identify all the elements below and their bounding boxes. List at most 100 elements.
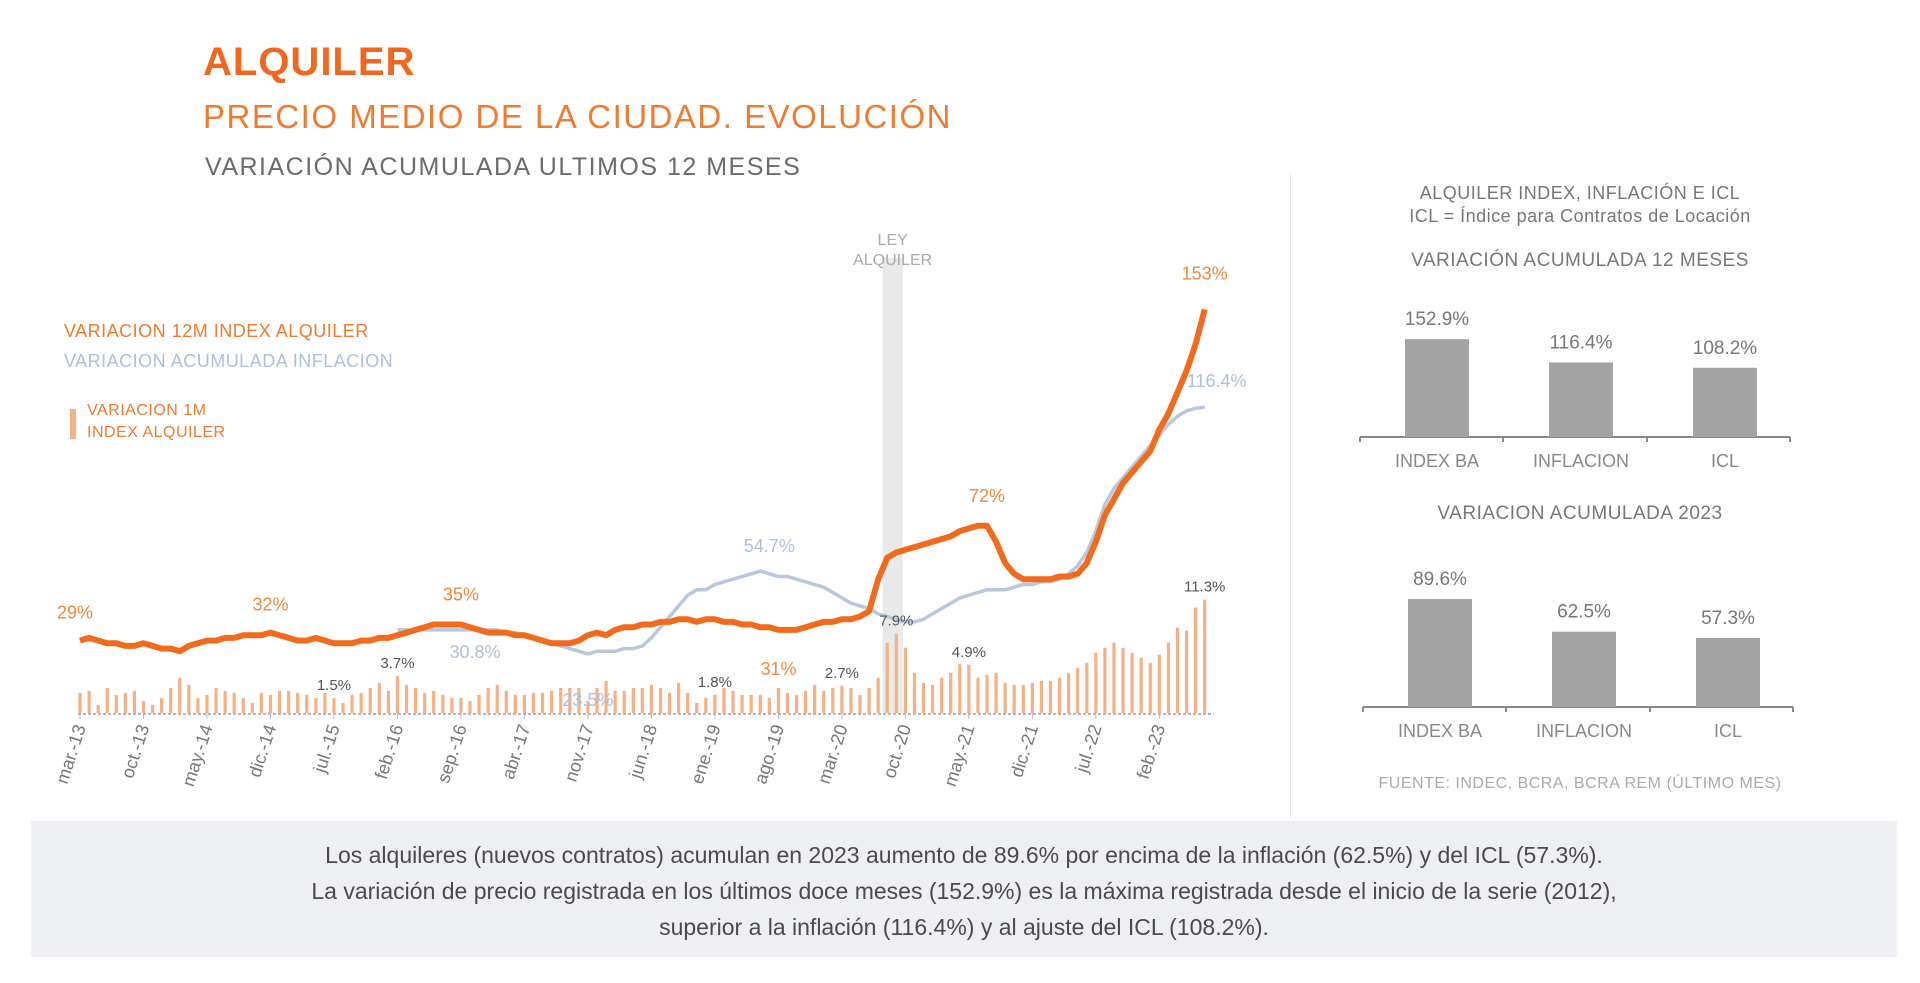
bar-1m xyxy=(368,687,372,713)
x-tick-label: abr.-17 xyxy=(498,722,534,781)
bar-data-label: 1.5% xyxy=(317,677,351,694)
bar-chart-2-title: VARIACION ACUMULADA 2023 xyxy=(1437,503,1723,524)
bar-1m xyxy=(776,687,780,713)
bar-1m xyxy=(504,690,508,713)
bar-1m xyxy=(114,694,118,713)
bar-1m xyxy=(1003,682,1007,713)
panel-divider xyxy=(1290,174,1291,818)
bar-1m xyxy=(686,692,690,713)
bar-category-label: ICL xyxy=(1714,721,1742,741)
bar-1m xyxy=(640,687,644,713)
bar-data-label: 3.7% xyxy=(380,655,414,672)
bar-1m xyxy=(205,694,209,713)
rent-data-label: 35% xyxy=(443,585,479,605)
bar-1m xyxy=(749,694,753,713)
bar-1m xyxy=(713,694,717,713)
bar-1m xyxy=(1067,672,1071,713)
bar-1m xyxy=(840,685,844,713)
bar-1m xyxy=(160,697,164,713)
bar-data-label: 2.7% xyxy=(825,665,859,682)
x-tick-label: jul.-15 xyxy=(309,722,343,776)
x-tick-label: nov.-17 xyxy=(561,722,598,784)
bar-1m xyxy=(704,697,708,713)
bar-1m xyxy=(1184,630,1189,713)
bar-1m xyxy=(1012,684,1016,713)
bar-1m xyxy=(559,687,563,713)
bar-1m xyxy=(885,642,889,713)
summary-box: Los alquileres (nuevos contratos) acumul… xyxy=(31,821,1897,957)
bar-1m xyxy=(105,687,109,713)
page-title: ALQUILER xyxy=(203,40,416,84)
bar-1m xyxy=(305,694,309,713)
bar-1m xyxy=(459,697,463,713)
bar-category-label: INDEX BA xyxy=(1398,721,1482,741)
bar-1m xyxy=(150,704,155,713)
bar-1m xyxy=(794,694,799,713)
bar-category-label: INFLACION xyxy=(1533,451,1629,471)
bar-1m xyxy=(1048,680,1053,713)
bar-value-label: 89.6% xyxy=(1413,569,1467,590)
bar-1m xyxy=(513,694,517,713)
bar-1m xyxy=(831,687,835,713)
bar-1m xyxy=(477,694,481,713)
x-tick-label: may.-14 xyxy=(178,722,217,789)
bar-1m xyxy=(132,690,137,713)
bar-1m xyxy=(677,682,681,713)
bar-1m xyxy=(87,690,91,713)
bar-1m xyxy=(196,697,200,713)
bar-1m xyxy=(595,687,599,713)
bar-1m xyxy=(296,692,300,713)
bar-1m xyxy=(994,672,998,713)
bar-1m xyxy=(486,687,490,713)
bar-1m xyxy=(894,633,898,713)
bar-1m xyxy=(613,690,617,713)
bar-1m xyxy=(921,682,926,713)
bar-value-label: 62.5% xyxy=(1557,602,1611,623)
chart-subtitle: VARIACIÓN ACUMULADA ULTIMOS 12 MESES xyxy=(205,153,802,181)
bar-category-label: ICL xyxy=(1711,451,1739,471)
bar-1m xyxy=(250,702,254,713)
bar-data-label: 11.3% xyxy=(1184,579,1225,596)
bar-inflacion xyxy=(1549,362,1613,437)
x-tick-label: jul.-22 xyxy=(1071,722,1105,776)
bar-1m xyxy=(350,694,354,713)
x-tick-label: oct.-20 xyxy=(879,722,915,781)
bar-data-label: 4.9% xyxy=(952,644,986,661)
bar-1m xyxy=(1021,684,1025,713)
bar-1m xyxy=(1194,607,1198,713)
x-tick-label: sep.-16 xyxy=(433,722,471,785)
bar-1m xyxy=(849,687,853,713)
bar-1m xyxy=(804,690,808,713)
bar-1m xyxy=(241,697,245,713)
bar-1m xyxy=(1148,662,1152,713)
x-tick-label: jun.-18 xyxy=(625,722,661,781)
bar-1m xyxy=(495,684,499,713)
bar-1m xyxy=(1039,680,1044,713)
bar-1m xyxy=(622,690,626,713)
inflation-line xyxy=(397,405,1205,656)
legend-rent-12m: VARIACION 12M INDEX ALQUILER xyxy=(64,321,369,341)
bar-data-label: 1.8% xyxy=(698,674,732,691)
bar-1m xyxy=(658,687,663,713)
bar-1m xyxy=(930,684,935,713)
rent-data-label: 72% xyxy=(969,486,1005,506)
x-tick-label: feb.-23 xyxy=(1133,722,1169,781)
bar-1m xyxy=(985,674,989,713)
bar-1m xyxy=(432,690,436,713)
bar-1m xyxy=(223,690,227,713)
bar-1m xyxy=(958,663,962,713)
bar-1m xyxy=(178,677,182,713)
ley-alquiler-label: LEY ALQUILER xyxy=(853,232,932,269)
bar-1m xyxy=(214,687,218,713)
bar-1m xyxy=(568,687,572,713)
bar-1m xyxy=(785,692,790,713)
bar-value-label: 152.9% xyxy=(1405,309,1470,330)
rent-data-label: 32% xyxy=(252,595,288,615)
bar-1m xyxy=(649,684,654,713)
bar-inflacion xyxy=(1552,631,1616,707)
bar-1m xyxy=(822,690,826,713)
bar-1m xyxy=(1076,667,1080,713)
legend-inflation: VARIACION ACUMULADA INFLACION xyxy=(64,351,394,371)
x-tick-label: may.-21 xyxy=(940,722,979,789)
x-tick-label: dic.-21 xyxy=(1006,722,1042,780)
